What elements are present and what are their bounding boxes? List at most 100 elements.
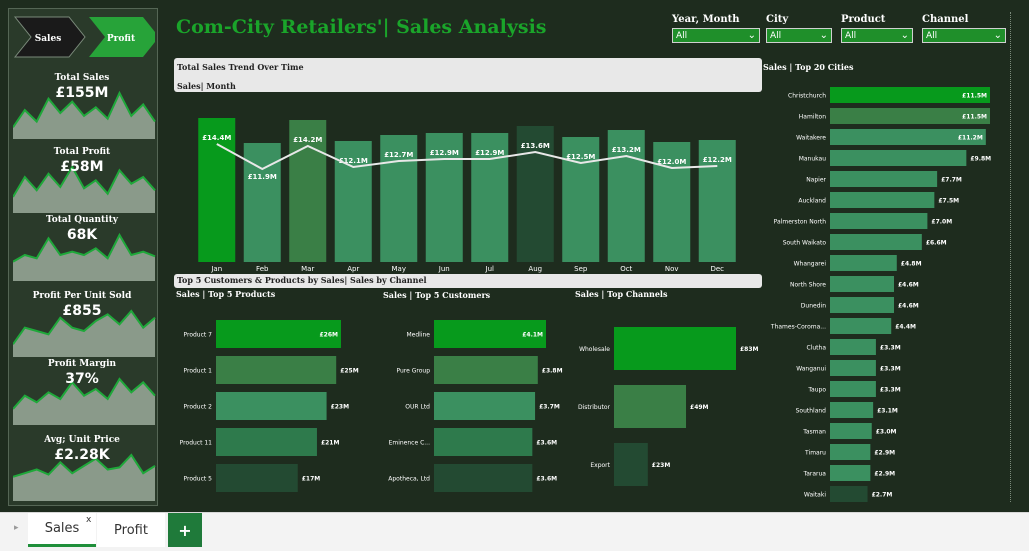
city-category-label: Napier <box>806 177 826 184</box>
month-tick-label: Mar <box>301 265 314 273</box>
month-bar[interactable] <box>289 120 327 262</box>
channel-category-label: Wholesale <box>579 346 610 353</box>
city-bar[interactable] <box>830 318 892 334</box>
kpi-value: £58M <box>60 159 104 175</box>
month-bar[interactable] <box>653 142 691 262</box>
month-bar[interactable] <box>471 133 509 262</box>
product-bar[interactable] <box>216 356 337 384</box>
city-bar[interactable] <box>830 402 874 418</box>
city-bar[interactable] <box>830 360 876 376</box>
kpi-title: Total Quantity <box>46 215 118 225</box>
city-category-label: Dunedin <box>801 303 826 310</box>
tab-profit[interactable]: Profit <box>97 513 165 547</box>
top-products-chart: Product 7 £26M Product 1 £25M Product 2 £23M P… <box>180 320 359 492</box>
city-bar[interactable] <box>830 192 935 208</box>
city-data-label: £11.2M <box>958 135 983 142</box>
city-data-label: £3.0M <box>876 429 897 436</box>
month-bar[interactable] <box>607 130 645 262</box>
scroll-left-icon[interactable]: ▸ <box>14 523 19 533</box>
slicer-product[interactable]: Product All ⌄ <box>841 14 913 43</box>
city-bar[interactable] <box>830 339 876 355</box>
month-bar[interactable] <box>516 126 554 262</box>
slicer-label: Channel <box>922 14 969 25</box>
city-data-label: £4.6M <box>898 303 919 310</box>
city-bar[interactable] <box>830 486 868 502</box>
customer-bar[interactable] <box>434 428 533 456</box>
city-bar[interactable] <box>830 423 872 439</box>
kpi-title: Total Sales <box>54 73 110 83</box>
customer-bar[interactable] <box>434 392 536 420</box>
page-tab-bar: ▸ Sales x Profit + <box>0 512 1029 551</box>
channel-bar[interactable] <box>614 327 736 370</box>
sparkline <box>13 377 156 425</box>
city-bar[interactable] <box>830 381 876 397</box>
channel-bar[interactable] <box>614 443 648 486</box>
nav-shapes <box>13 16 155 58</box>
city-category-label: Clutha <box>807 345 827 352</box>
city-category-label: Taupo <box>807 387 826 394</box>
profit-nav-button[interactable]: Profit <box>106 34 136 44</box>
city-bar[interactable] <box>830 276 894 292</box>
city-category-label: Christchurch <box>788 93 826 100</box>
page-edge-guide <box>1010 12 1012 502</box>
city-bar[interactable] <box>830 213 928 229</box>
city-category-label: Thames-Coroma... <box>770 324 826 331</box>
slicer-value: All <box>926 31 938 41</box>
month-tick-label: Jun <box>438 265 450 273</box>
add-page-button[interactable]: + <box>168 513 202 547</box>
tab-sales[interactable]: Sales <box>28 513 96 547</box>
customer-bar[interactable] <box>434 464 533 492</box>
kpi-sidebar: Sales Profit Total Sales £155M Total Profi… <box>8 8 158 506</box>
month-bar[interactable] <box>198 118 236 262</box>
month-tick-label: Dec <box>710 265 724 273</box>
product-bar[interactable] <box>216 464 298 492</box>
slicer-dropdown[interactable]: All ⌄ <box>922 28 1006 43</box>
city-bar[interactable] <box>830 234 922 250</box>
city-bar[interactable] <box>830 465 871 481</box>
month-bar[interactable] <box>698 140 736 262</box>
customer-bar[interactable] <box>434 356 538 384</box>
product-bar[interactable] <box>216 428 317 456</box>
month-bar[interactable] <box>380 135 418 262</box>
channel-data-label: £49M <box>690 404 709 411</box>
close-icon[interactable]: x <box>86 515 92 525</box>
city-bar[interactable] <box>830 171 938 187</box>
city-category-label: Auckland <box>798 198 826 205</box>
city-bar[interactable] <box>830 129 986 145</box>
month-data-label: £13.6M <box>521 142 550 150</box>
sparkline <box>13 453 156 501</box>
slicer-year-month[interactable]: Year, Month All ⌄ <box>672 14 760 43</box>
page-title: Com-City Retailers'| Sales Analysis <box>176 16 547 38</box>
city-bar[interactable] <box>830 87 990 103</box>
month-data-label: £12.0M <box>657 158 686 166</box>
city-bar[interactable] <box>830 150 967 166</box>
city-bar[interactable] <box>830 444 871 460</box>
sparkline-area <box>13 311 155 357</box>
month-bar[interactable] <box>425 133 463 262</box>
trend-header-bar <box>174 58 762 92</box>
month-tick-label: Sep <box>574 265 588 273</box>
city-bar[interactable] <box>830 255 897 271</box>
kpi-card: Total Profit £58M <box>13 147 159 213</box>
product-bar[interactable] <box>216 320 341 348</box>
slicer-dropdown[interactable]: All ⌄ <box>672 28 760 43</box>
slicer-channel[interactable]: Channel All ⌄ <box>922 14 1006 43</box>
sales-trend-line <box>216 143 718 171</box>
customer-data-label: £3.8M <box>542 368 563 375</box>
kpi-value: £2.28K <box>54 447 110 463</box>
dashboard-canvas: Sales Profit Total Sales £155M Total Profi… <box>0 0 1029 512</box>
product-bar[interactable] <box>216 392 327 420</box>
kpi-card: Profit Margin 37% <box>13 359 159 425</box>
city-bar[interactable] <box>830 297 894 313</box>
slicer-city[interactable]: City All ⌄ <box>766 14 832 43</box>
kpi-card: Profit Per Unit Sold £855 <box>13 291 159 357</box>
slicer-dropdown[interactable]: All ⌄ <box>841 28 913 43</box>
slicer-dropdown[interactable]: All ⌄ <box>766 28 832 43</box>
sales-nav-button[interactable]: Sales <box>34 34 62 44</box>
city-bar[interactable] <box>830 108 990 124</box>
city-data-label: £4.8M <box>901 261 922 268</box>
month-bar[interactable] <box>562 137 600 262</box>
customer-bar[interactable] <box>434 320 546 348</box>
channel-bar[interactable] <box>614 385 687 428</box>
city-data-label: £9.8M <box>970 156 991 163</box>
